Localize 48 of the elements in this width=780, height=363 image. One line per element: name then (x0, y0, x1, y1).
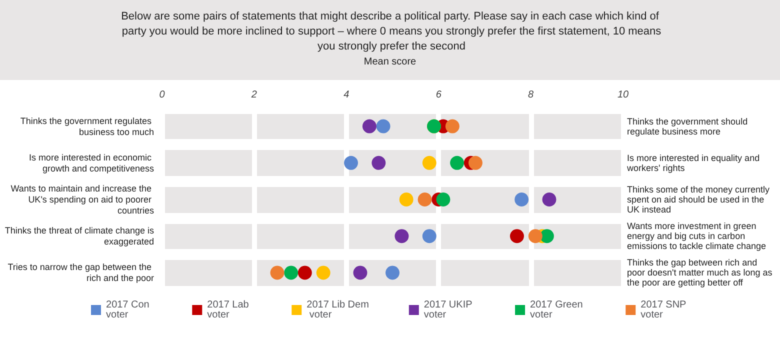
legend-label: 2017 Lab voter (207, 300, 252, 320)
legend-label: 2017 Lib Dem voter (306, 300, 369, 320)
x-tick-label: 2 (250, 90, 258, 100)
y2-tick-label: Thinks some of the money currently spent on aid should be used in the UK instead (627, 184, 772, 214)
point (386, 266, 400, 280)
legend-label: 2017 Green voter (530, 300, 586, 320)
x-tick-label: 10 (617, 90, 629, 100)
point (353, 266, 368, 280)
legend-label: 2017 UKIP voter (424, 300, 475, 320)
point (514, 192, 529, 206)
point (422, 229, 436, 244)
point (542, 192, 556, 206)
point (399, 192, 414, 206)
point (528, 229, 542, 244)
point (376, 119, 390, 134)
x-tick-label: 8 (528, 90, 534, 100)
point (316, 266, 330, 280)
point (540, 229, 554, 244)
point (436, 192, 450, 206)
chart-subtitle: Mean score (364, 56, 417, 68)
legend-label: 2017 Con voter (106, 300, 152, 320)
y-tick-label: Tries to narrow the gap between the rich and the poor (8, 262, 154, 284)
point (468, 156, 482, 170)
x-tick-label: 0 (159, 90, 166, 100)
point (298, 266, 312, 280)
point (362, 119, 376, 134)
y-tick-label: Thinks the threat of climate change is exaggerated (4, 226, 154, 247)
point (394, 229, 409, 244)
point (344, 156, 358, 170)
y-tick-label: Is more interested in economic growth and competitiveness (28, 152, 154, 174)
y-tick-label: Wants to maintain and increase the UK's spending on aid to poorer countries (10, 184, 154, 216)
point (445, 119, 460, 134)
x-tick-label: 4 (344, 90, 350, 100)
point (450, 156, 464, 170)
y2-tick-label: Thinks the government should regulate business more (627, 116, 750, 136)
point (422, 156, 436, 170)
point (418, 192, 432, 206)
x-tick-label: 6 (436, 90, 442, 100)
point (372, 156, 386, 170)
chart-title: Below are some pairs of statements that might describe a political party. Please say in each case which kind of party you would be more inclined to support – where 0 means you strongly prefer the first statement, 10 means you strongly prefer the second (118, 10, 662, 52)
y2-tick-label: Wants more investment in green energy and big cuts in carbon emissions to tackle climate change (627, 221, 766, 252)
y2-tick-label: Is more interested in equality and workers' rights (626, 152, 762, 173)
point (284, 266, 298, 280)
legend-label: 2017 SNP voter (640, 300, 689, 320)
point (510, 229, 524, 244)
y-tick-label: Thinks the government regulates business too much (20, 116, 154, 137)
y2-tick-label: Thinks the gap between rich and poor doesn't matter much as long as the poor are getting better off (627, 258, 775, 288)
point (270, 266, 284, 280)
